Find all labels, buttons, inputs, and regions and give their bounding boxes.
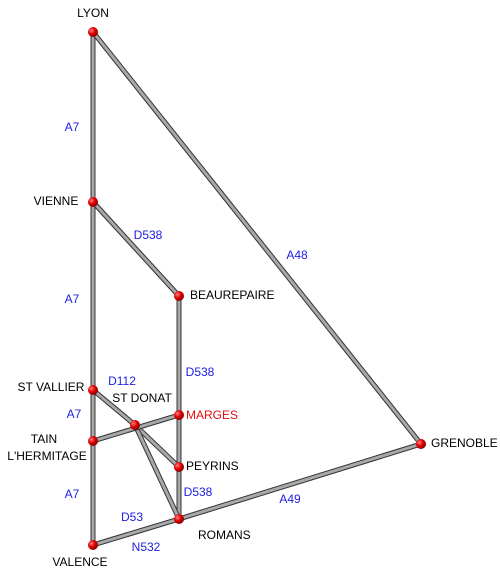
city-label: L'HERMITAGE	[7, 449, 86, 463]
city-node	[416, 439, 426, 449]
road-label: D538	[134, 228, 163, 242]
city-label: ST DONAT	[112, 391, 172, 405]
city-node	[88, 540, 98, 550]
city-node	[174, 462, 184, 472]
city-node	[174, 514, 184, 524]
road-label: A49	[279, 492, 301, 506]
city-label: VALENCE	[52, 555, 107, 569]
city-label: PEYRINS	[186, 459, 239, 473]
road	[177, 442, 423, 521]
road	[133, 423, 181, 469]
road	[91, 388, 137, 427]
road-label: A7	[65, 120, 80, 134]
city-node	[174, 291, 184, 301]
road	[91, 200, 181, 298]
city-label: TAIN	[31, 432, 57, 446]
city-node	[88, 385, 98, 395]
city-label: MARGES	[186, 408, 238, 422]
city-label: BEAUREPAIRE	[190, 288, 274, 302]
road-label: A7	[65, 487, 80, 501]
road-label: D53	[121, 510, 143, 524]
city-label: GRENOBLE	[431, 436, 498, 450]
city-label: VIENNE	[34, 194, 79, 208]
city-node	[88, 436, 98, 446]
road-label: D538	[184, 485, 213, 499]
city-node	[174, 410, 184, 420]
road-label: A7	[67, 407, 82, 421]
city-node	[130, 420, 140, 430]
labels: LYON VIENNE BEAUREPAIRE GRENOBLE ST VALLIER S…	[7, 6, 497, 569]
city-label: ST VALLIER	[18, 380, 85, 394]
road-label: D112	[108, 374, 136, 388]
city-label: ROMANS	[198, 528, 251, 542]
road	[91, 30, 423, 446]
city-node	[88, 27, 98, 37]
road-label: D538	[186, 365, 215, 379]
road-label: A7	[65, 292, 80, 306]
road-label: A48	[286, 248, 308, 262]
road	[91, 517, 181, 547]
city-node	[88, 197, 98, 207]
roads	[90, 29, 424, 548]
road-label: N532	[132, 540, 161, 554]
city-label: LYON	[77, 6, 109, 20]
road	[133, 423, 181, 521]
